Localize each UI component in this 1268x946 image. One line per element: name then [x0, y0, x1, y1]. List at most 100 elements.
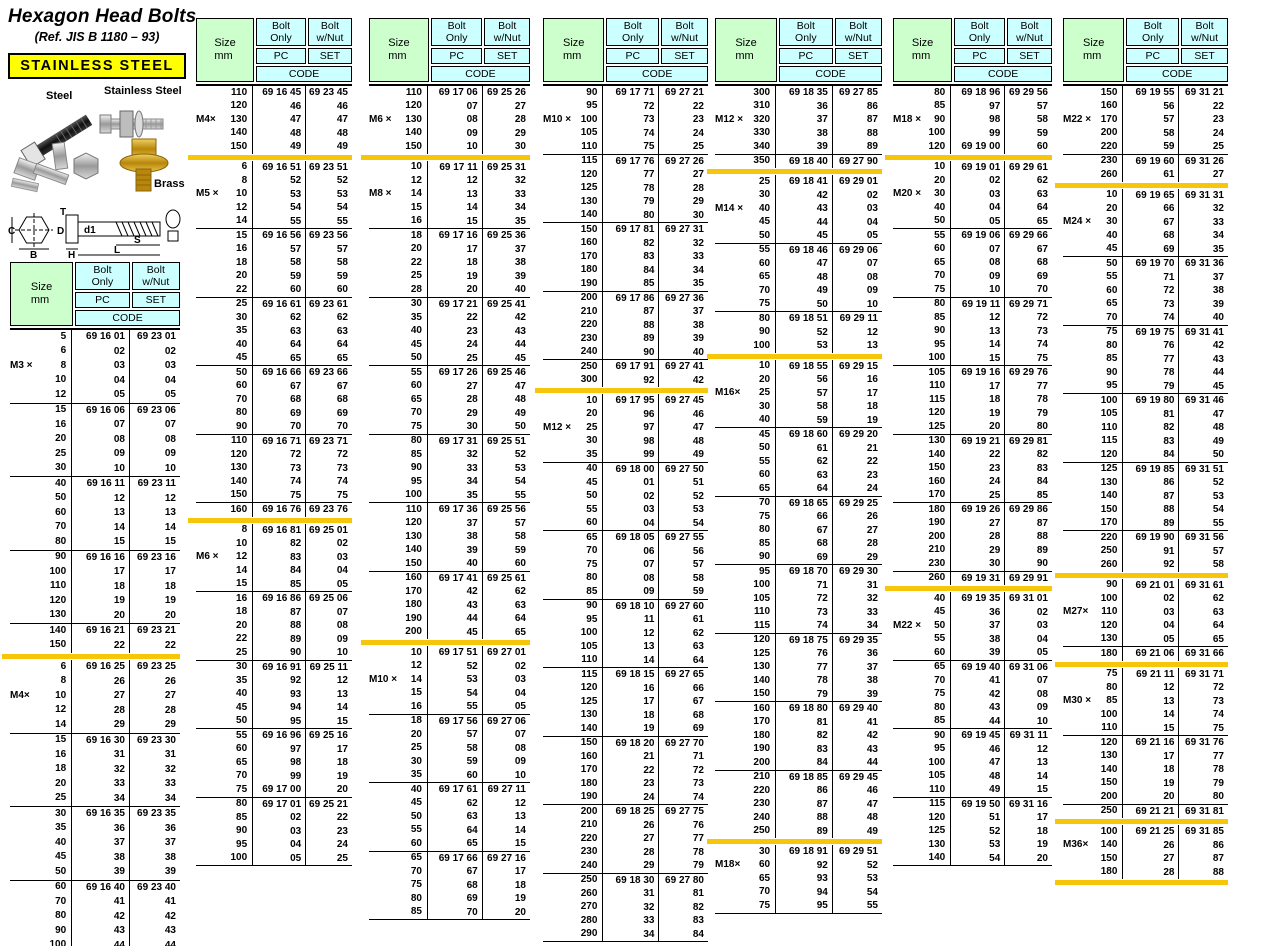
size-value: 25 [236, 646, 248, 658]
table-row: 12 12 32 [369, 174, 530, 188]
size-value: 12 [55, 388, 67, 400]
pc-code-cell: 76 [1122, 339, 1178, 353]
table-row: M3 × 8 03 03 [10, 359, 180, 374]
size-cell: 20 [543, 408, 602, 422]
row-group: 75 69 19 75 69 31 41 80 76 42 85 77 43 90 78 44 95 79… [1063, 324, 1228, 393]
set-code-cell: 24 [831, 482, 882, 496]
size-value: 12 [410, 174, 422, 186]
set-code-cell: 29 [481, 126, 530, 140]
table-header: Size mm Bolt Only Bolt w/Nut PC SET CODE [369, 18, 530, 86]
table-row: 14 84 04 [196, 564, 352, 578]
table-row: 100 99 59 [893, 126, 1052, 140]
pc-code-cell: 69 21 11 [1122, 667, 1178, 681]
pc-code-cell: 32 [602, 900, 658, 914]
size-cell: 16 [10, 748, 71, 763]
size-cell: 20 [369, 243, 427, 257]
table-row: 35 92 12 [196, 674, 352, 688]
size-value: 20 [586, 408, 598, 420]
table-row: 85 09 59 [543, 585, 708, 599]
pc-code-cell: 08 [602, 571, 658, 585]
size-cell: 110 [543, 140, 602, 154]
set-code-cell: 30 [481, 140, 530, 154]
size-value: 75 [1106, 326, 1118, 338]
pc-code-cell: 59 [775, 413, 832, 427]
row-group: 210 69 18 85 69 29 45 220 86 46 230 87 47 240 88 48… [715, 769, 882, 838]
set-code-cell: 54 [305, 201, 352, 215]
pc-code-cell: 43 [426, 598, 482, 612]
pc-code-cell: 50 [775, 297, 832, 311]
pc-code-cell: 05 [1122, 632, 1178, 646]
pc-code-cell: 97 [252, 742, 305, 756]
table-row: 25 58 08 [369, 741, 530, 755]
pc-code-cell: 54 [426, 686, 482, 700]
set-code-cell: 69 29 81 [1004, 434, 1052, 448]
pc-code-cell: 24 [950, 475, 1004, 489]
size-cell: 70 [196, 393, 252, 407]
set-code-cell: 81 [658, 887, 708, 901]
size-value: 90 [1106, 579, 1118, 591]
pc-code-cell: 38 [71, 850, 129, 865]
size-value: 65 [934, 256, 946, 268]
pc-code-cell: 31 [602, 887, 658, 901]
size-value: 200 [753, 756, 771, 768]
set-code-cell: 49 [831, 824, 882, 838]
bolt-only-header: Bolt Only [256, 18, 306, 46]
pc-code-cell: 57 [252, 242, 305, 256]
size-cell: 70 [715, 284, 775, 298]
size-value: 210 [928, 544, 946, 556]
size-cell: 12 [10, 388, 71, 403]
table-row: 110 82 48 [1063, 421, 1228, 435]
pc-code-cell: 12 [602, 626, 658, 640]
size-cell: 22 [196, 283, 252, 297]
pc-code-cell: 28 [1122, 865, 1178, 879]
set-code-cell: 69 27 75 [658, 805, 708, 819]
table-row: 45 94 14 [196, 701, 352, 715]
set-code-cell: 03 [1004, 619, 1052, 633]
table-row: 200 20 80 [1063, 790, 1228, 804]
size-value: 30 [586, 435, 598, 447]
table-row: 160 69 17 41 69 25 61 [369, 571, 530, 585]
pc-code-cell: 69 17 95 [602, 394, 658, 408]
size-value: 25 [55, 792, 67, 804]
set-code-cell: 69 29 86 [1004, 503, 1052, 517]
set-code-cell: 90 [1004, 557, 1052, 571]
set-code-cell: 04 [1004, 632, 1052, 646]
pc-code-cell: 55 [252, 214, 305, 228]
set-code-cell: 69 31 76 [1178, 736, 1228, 750]
pc-code-cell: 20 [426, 283, 482, 297]
size-cell: 180 [369, 599, 427, 613]
pc-code-cell: 67 [775, 523, 832, 537]
set-code-cell: 48 [305, 126, 352, 140]
pc-code-cell: 47 [252, 113, 305, 127]
code-header-group: Bolt Only Bolt w/Nut PC SET CODE [430, 18, 530, 82]
size-value: 40 [586, 463, 598, 475]
row-group: 6 69 16 25 69 23 25 8 26 26 M4× 10 27 27 12 28 28 14 2… [10, 660, 180, 733]
pc-code-cell: 28 [426, 393, 482, 407]
pc-code-cell: 04 [950, 201, 1004, 215]
pc-code-cell: 12 [426, 174, 482, 188]
table-row: 8 26 26 [10, 674, 180, 689]
size-cell: 50 [893, 215, 950, 229]
size-cell: 220 [715, 784, 775, 798]
row-group: 90 69 19 45 69 31 11 95 46 12 100 47 13 105 48 14 11… [893, 728, 1052, 797]
table-row: 40 37 37 [10, 836, 180, 851]
size-cell: 70 [10, 521, 71, 536]
code-header: CODE [75, 310, 180, 326]
size-cell: 170 [369, 585, 427, 599]
table-row: 170 42 62 [369, 585, 530, 599]
set-code-cell: 69 27 31 [658, 223, 708, 237]
pc-code-cell: 71 [775, 578, 832, 592]
size-cell: 125 [893, 825, 950, 839]
size-header: Size mm [1063, 18, 1125, 82]
yellow-separator [188, 517, 352, 523]
size-value: 210 [753, 771, 771, 783]
set-code-cell: 05 [305, 577, 352, 591]
table-row: 65 64 24 [715, 482, 882, 496]
set-code-cell: 74 [1004, 338, 1052, 352]
pc-code-cell: 02 [252, 811, 305, 825]
size-value: 230 [1100, 155, 1118, 167]
table-row: 20 56 16 [715, 373, 882, 387]
size-cell: 40 [1063, 229, 1122, 243]
pc-code-cell: 69 18 41 [775, 175, 832, 189]
